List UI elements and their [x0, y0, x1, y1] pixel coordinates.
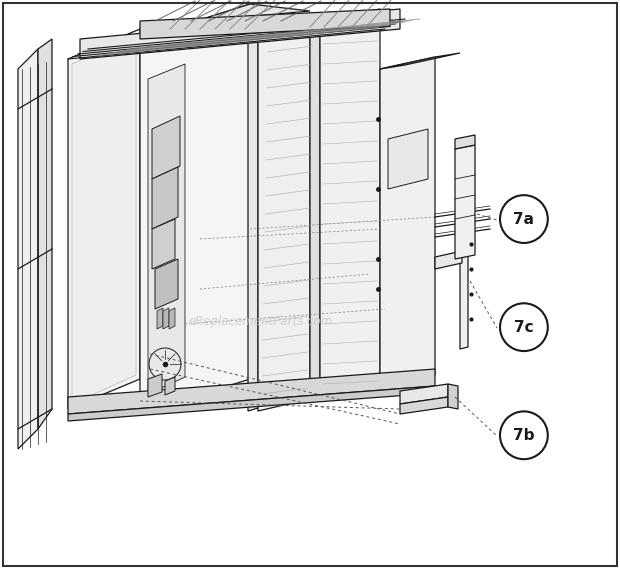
Circle shape [500, 303, 548, 351]
Polygon shape [152, 167, 178, 229]
Text: 7b: 7b [513, 428, 534, 443]
Polygon shape [320, 9, 380, 397]
Polygon shape [380, 57, 435, 387]
Polygon shape [38, 39, 52, 429]
Polygon shape [380, 53, 460, 69]
Polygon shape [152, 219, 175, 269]
Polygon shape [400, 397, 448, 414]
Polygon shape [72, 35, 136, 404]
Text: 7c: 7c [514, 320, 534, 335]
Polygon shape [148, 374, 162, 397]
Polygon shape [18, 49, 38, 449]
Polygon shape [148, 64, 185, 394]
Circle shape [500, 411, 548, 459]
Polygon shape [435, 251, 462, 269]
Polygon shape [258, 21, 310, 411]
Polygon shape [80, 9, 400, 59]
Circle shape [500, 195, 548, 243]
Polygon shape [400, 384, 448, 404]
Text: 7a: 7a [513, 212, 534, 226]
Polygon shape [140, 4, 310, 39]
Polygon shape [152, 116, 180, 179]
Polygon shape [248, 31, 258, 411]
Polygon shape [163, 308, 169, 329]
Polygon shape [140, 9, 390, 39]
Polygon shape [455, 145, 475, 259]
Polygon shape [157, 308, 163, 329]
Polygon shape [169, 308, 175, 329]
Polygon shape [310, 19, 320, 399]
Polygon shape [455, 135, 475, 149]
Polygon shape [140, 4, 250, 414]
Polygon shape [165, 377, 175, 395]
Polygon shape [68, 386, 435, 421]
Polygon shape [155, 259, 178, 309]
Polygon shape [448, 384, 458, 409]
Polygon shape [460, 217, 468, 349]
Polygon shape [388, 129, 428, 189]
Polygon shape [68, 29, 140, 409]
Polygon shape [68, 369, 435, 414]
Text: eReplacementParts.com: eReplacementParts.com [188, 315, 332, 328]
